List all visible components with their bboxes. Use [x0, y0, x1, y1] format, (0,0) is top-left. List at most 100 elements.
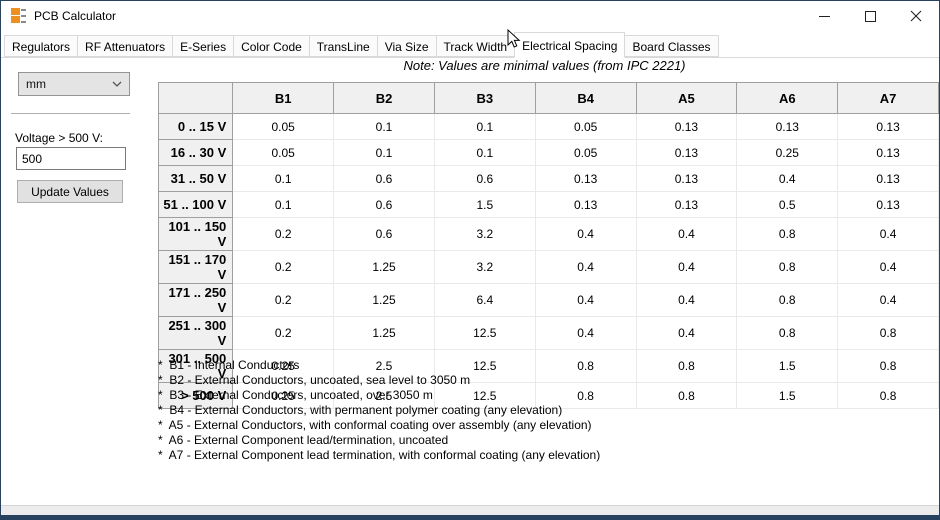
- table-row: 51 .. 100 V 0.1 0.6 1.5 0.13 0.13 0.5 0.13: [157, 191, 939, 218]
- table-cell: 3.2: [433, 217, 536, 251]
- table-cell: 0.1: [333, 113, 435, 140]
- tab-transline[interactable]: TransLine: [308, 35, 378, 57]
- table-cell: 0.8: [736, 283, 839, 317]
- column-header-b1: B1: [232, 82, 335, 114]
- table-cell: 0.05: [534, 139, 637, 166]
- footnotes: * B1 - Internal Conductors * B2 - Externa…: [158, 358, 600, 463]
- table-cell: 0.05: [232, 113, 335, 140]
- table-cell: 0.4: [534, 250, 637, 284]
- maximize-icon: [864, 10, 876, 22]
- row-header: 151 .. 170 V: [157, 250, 234, 284]
- voltage-label: Voltage > 500 V:: [15, 131, 103, 145]
- table-cell: 0.25: [736, 139, 839, 166]
- table-cell: 12.5: [433, 316, 536, 350]
- window-title: PCB Calculator: [34, 9, 117, 23]
- table-cell: 0.13: [635, 139, 738, 166]
- table-row: > 500 V 0.25 2.5 12.5 0.8 0.8 1.5 0.8: [157, 382, 939, 409]
- separator: [11, 113, 130, 114]
- table-cell: 0.1: [333, 139, 435, 166]
- table-cell: 0.5: [736, 191, 839, 218]
- table-cell: 0.8: [837, 382, 939, 409]
- tab-via-size[interactable]: Via Size: [376, 35, 437, 57]
- minimize-button[interactable]: [801, 1, 847, 31]
- column-header-b2: B2: [333, 82, 435, 114]
- table-cell: 0.8: [635, 382, 738, 409]
- table-cell: 3.2: [433, 250, 536, 284]
- column-header-b3: B3: [433, 82, 536, 114]
- tab-bar: Regulators RF Attenuators E-Series Color Co…: [1, 31, 939, 58]
- table-body: 0 .. 15 V 0.05 0.1 0.1 0.05 0.13 0.13 0.13 16 ..…: [157, 113, 939, 409]
- table-cell: 0.8: [736, 250, 839, 284]
- table-cell: 1.5: [736, 349, 839, 383]
- table-cell: 0.4: [635, 316, 738, 350]
- table-cell: 0.1: [232, 191, 335, 218]
- table-cell: 0.13: [837, 191, 939, 218]
- footnote-line: * B2 - External Conductors, uncoated, se…: [158, 373, 471, 387]
- table-cell: 0.13: [736, 113, 839, 140]
- table-cell: 0.4: [635, 217, 738, 251]
- table-cell: 0.4: [635, 250, 738, 284]
- table-cell: 0.8: [635, 349, 738, 383]
- table-cell: 6.4: [433, 283, 536, 317]
- row-header: 171 .. 250 V: [157, 283, 234, 317]
- table-cell: 12.5: [433, 382, 536, 409]
- table-cell: 0.6: [433, 165, 536, 192]
- table-cell: 1.25: [333, 250, 435, 284]
- table-cell: 0.2: [232, 316, 335, 350]
- table-cell: 0.05: [232, 139, 335, 166]
- table-corner-cell: [157, 82, 234, 114]
- app-icon: [11, 8, 27, 24]
- table-row: 16 .. 30 V 0.05 0.1 0.1 0.05 0.13 0.25 0.13: [157, 139, 939, 166]
- table-row: 171 .. 250 V 0.2 1.25 6.4 0.4 0.4 0.8 0.4: [157, 283, 939, 317]
- table-cell: 0.4: [736, 165, 839, 192]
- close-button[interactable]: [893, 1, 939, 31]
- tab-board-classes[interactable]: Board Classes: [624, 35, 719, 57]
- voltage-input[interactable]: [16, 147, 126, 170]
- footnote-line: * B3 - External Conductors, uncoated, ov…: [158, 388, 433, 402]
- update-values-button[interactable]: Update Values: [17, 180, 123, 203]
- table-cell: 0.8: [534, 382, 637, 409]
- table-cell: 0.1: [433, 139, 536, 166]
- row-header: 51 .. 100 V: [157, 191, 234, 218]
- table-cell: 0.13: [635, 191, 738, 218]
- tab-color-code[interactable]: Color Code: [233, 35, 310, 57]
- minimize-icon: [818, 15, 830, 17]
- table-cell: 0.4: [534, 283, 637, 317]
- column-header-b4: B4: [534, 82, 637, 114]
- close-icon: [910, 10, 922, 22]
- table-cell: 2.5: [333, 382, 435, 409]
- calculator-icon: [11, 8, 20, 24]
- table-row: 151 .. 170 V 0.2 1.25 3.2 0.4 0.4 0.8 0.4: [157, 250, 939, 284]
- column-header-a7: A7: [837, 82, 939, 114]
- table-cell: 1.5: [736, 382, 839, 409]
- table-cell: 0.4: [837, 217, 939, 251]
- tab-e-series[interactable]: E-Series: [172, 35, 235, 57]
- unit-dropdown-value: mm: [26, 77, 46, 91]
- table-cell: 0.2: [232, 283, 335, 317]
- table-cell: 0.1: [433, 113, 536, 140]
- unit-dropdown[interactable]: mm: [18, 72, 130, 96]
- tab-track-width[interactable]: Track Width: [435, 35, 516, 57]
- header-row: B1 B2 B3 B4 A5 A6 A7: [157, 82, 939, 114]
- table-cell: 0.6: [333, 217, 435, 251]
- maximize-button[interactable]: [847, 1, 893, 31]
- column-header-a5: A5: [635, 82, 738, 114]
- note-text: Note: Values are minimal values (from IP…: [403, 58, 686, 73]
- footnote-line: * A5 - External Conductors, with conform…: [158, 418, 592, 432]
- window-controls: [801, 1, 939, 31]
- table-cell: 0.13: [837, 165, 939, 192]
- table-cell: 1.25: [333, 316, 435, 350]
- footnote-line: * B4 - External Conductors, with permane…: [158, 403, 563, 417]
- tab-electrical-spacing[interactable]: Electrical Spacing: [514, 32, 626, 58]
- row-header: 16 .. 30 V: [157, 139, 234, 166]
- table-cell: 0.8: [837, 316, 939, 350]
- table-cell: 0.4: [837, 250, 939, 284]
- table-cell: 0.13: [837, 113, 939, 140]
- tab-rf-attenuators[interactable]: RF Attenuators: [77, 35, 174, 57]
- table-cell: 0.25: [232, 382, 335, 409]
- tab-regulators[interactable]: Regulators: [4, 35, 79, 57]
- table-cell: 0.13: [837, 139, 939, 166]
- window-bottom-strip: [1, 505, 939, 515]
- table-row: 0 .. 15 V 0.05 0.1 0.1 0.05 0.13 0.13 0.13: [157, 113, 939, 140]
- table-cell: 0.6: [333, 191, 435, 218]
